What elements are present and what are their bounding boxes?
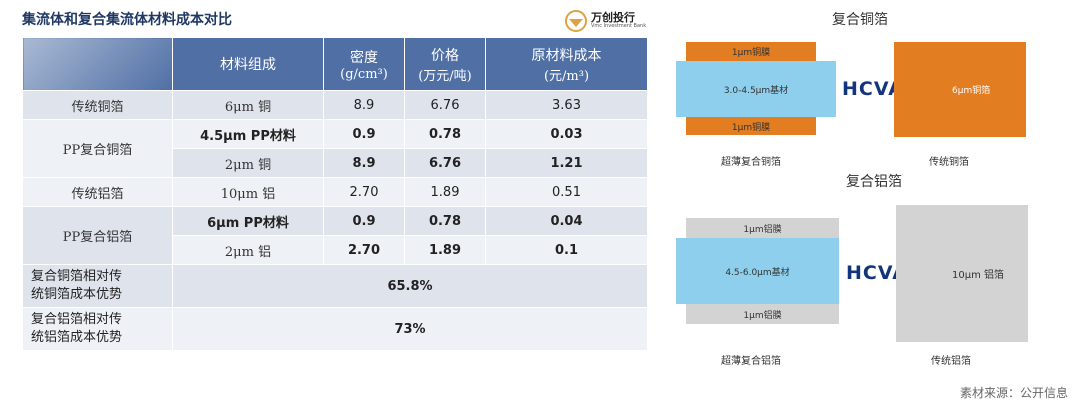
table-row: 传统铜箔 6μm 铜 8.9 6.76 3.63	[22, 90, 648, 120]
cell-density: 0.9	[323, 206, 405, 236]
table-row: PP复合铝箔 6μm PP材料 0.9 0.78 0.04	[22, 206, 648, 265]
cell-density: 8.9	[323, 90, 405, 120]
header-corner-cell	[22, 37, 173, 91]
copper-bottom-layer: 1μm铜膜	[686, 117, 816, 135]
copper-base-layer: 3.0-4.5μm基材	[676, 61, 836, 117]
aluminum-caption-left: 超薄复合铝箔	[721, 356, 781, 367]
row-label-pp-copper: PP复合铜箔	[22, 119, 173, 178]
cell-density: 0.9	[323, 119, 405, 149]
header-price: 价格 (万元/吨)	[404, 37, 486, 91]
cell-material: 6μm 铜	[172, 90, 324, 120]
summary-value-copper: 65.8%	[172, 264, 648, 308]
row-label-traditional-aluminum: 传统铝箔	[22, 177, 173, 207]
cell-material: 2μm 铜	[172, 148, 324, 178]
cell-material: 4.5μm PP材料	[172, 119, 324, 149]
bank-logo-icon	[565, 10, 587, 32]
row-label-traditional-copper: 传统铜箔	[22, 90, 173, 120]
cell-cost: 0.03	[485, 119, 648, 149]
aluminum-diagram-title: 复合铝箔	[846, 174, 902, 190]
header-material: 材料组成	[172, 37, 324, 91]
table-row: 传统铝箔 10μm 铝 2.70 1.89 0.51	[22, 177, 648, 207]
cell-cost: 1.21	[485, 148, 648, 178]
header-density: 密度 (g/cm³)	[323, 37, 405, 91]
summary-value-aluminum: 73%	[172, 307, 648, 351]
copper-caption-left: 超薄复合铜箔	[721, 157, 781, 168]
cell-price: 6.76	[404, 90, 486, 120]
cell-material: 10μm 铝	[172, 177, 324, 207]
cell-density: 8.9	[323, 148, 405, 178]
summary-row-copper: 复合铜箔相对传 统铜箔成本优势 65.8%	[22, 264, 648, 308]
logo-subtitle: Vmc Investment Bank	[591, 23, 647, 29]
table-row: PP复合铜箔 4.5μm PP材料 0.9 0.78 0.03	[22, 119, 648, 178]
summary-row-aluminum: 复合铝箔相对传 统铝箔成本优势 73%	[22, 307, 648, 351]
table-row: 2μm 铜 8.9 6.76 1.21	[23, 148, 648, 178]
header-cost: 原材料成本 (元/m³)	[485, 37, 648, 91]
traditional-aluminum-block: 10μm 铝箔	[896, 205, 1028, 342]
copper-diagram-title: 复合铜箔	[832, 12, 888, 28]
traditional-copper-block: 6μm铜箔	[894, 42, 1026, 137]
row-label-pp-aluminum: PP复合铝箔	[22, 206, 173, 265]
aluminum-top-layer: 1μm铝膜	[686, 218, 839, 238]
cell-cost: 3.63	[485, 90, 648, 120]
cell-price: 1.89	[404, 177, 486, 207]
cell-cost: 0.51	[485, 177, 648, 207]
brand-logo: 万创投行 Vmc Investment Bank	[565, 8, 647, 34]
page-title: 集流体和复合集流体材料成本对比	[22, 12, 232, 28]
aluminum-bottom-layer: 1μm铝膜	[686, 304, 839, 324]
copper-caption-right: 传统铜箔	[929, 157, 969, 168]
cell-cost: 0.1	[485, 235, 648, 265]
cell-price: 1.89	[404, 235, 486, 265]
table-header-row: 材料组成 密度 (g/cm³) 价格 (万元/吨) 原材料成本 (元/m³)	[22, 37, 648, 91]
cell-price: 0.78	[404, 206, 486, 236]
aluminum-caption-right: 传统铝箔	[931, 356, 971, 367]
summary-label-aluminum: 复合铝箔相对传 统铝箔成本优势	[22, 307, 173, 351]
cell-cost: 0.04	[485, 206, 648, 236]
copper-top-layer: 1μm铜膜	[686, 42, 816, 61]
cell-price: 6.76	[404, 148, 486, 178]
summary-label-copper: 复合铜箔相对传 统铜箔成本优势	[22, 264, 173, 308]
cell-material: 6μm PP材料	[172, 206, 324, 236]
source-note: 素材来源：公开信息	[959, 386, 1068, 400]
cost-comparison-table: 材料组成 密度 (g/cm³) 价格 (万元/吨) 原材料成本 (元/m³) 传统铜箔…	[22, 37, 648, 351]
cell-density: 2.70	[323, 235, 405, 265]
cell-price: 0.78	[404, 119, 486, 149]
logo-name: 万创投行	[591, 11, 635, 24]
cell-material: 2μm 铝	[172, 235, 324, 265]
cell-density: 2.70	[323, 177, 405, 207]
aluminum-base-layer: 4.5-6.0μm基材	[676, 238, 839, 304]
